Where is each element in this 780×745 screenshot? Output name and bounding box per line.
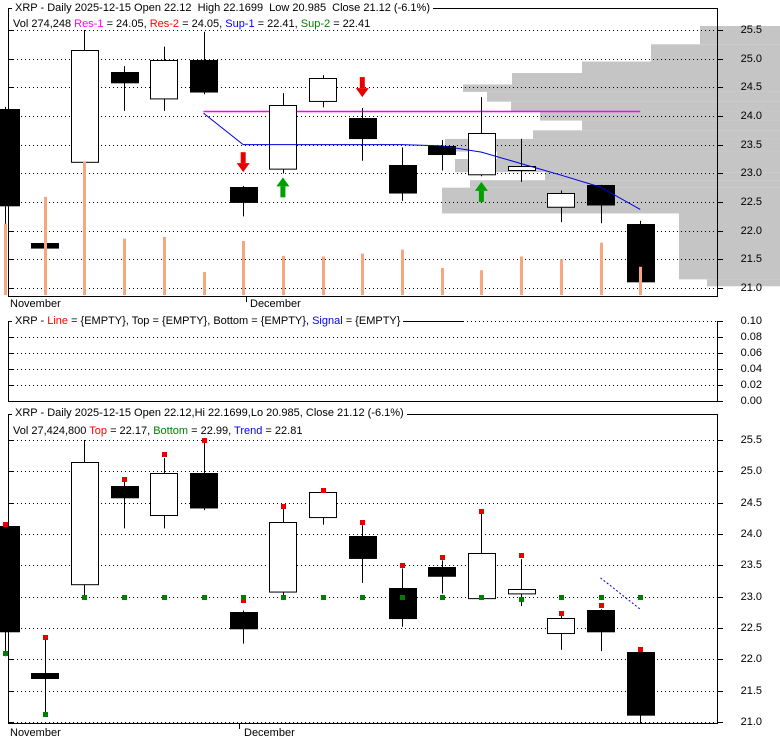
sell-arrow-icon (355, 88, 369, 98)
p3-ylabel-tick-21.0: 21.0 (740, 716, 762, 728)
p3-ylabel-tick-25.5: 25.5 (740, 434, 762, 446)
p2-ylabel-tick-0.06: 0.06 (740, 347, 762, 359)
signal-arrows (236, 77, 488, 202)
p2-ylabel-tick-0.00: 0.00 (740, 395, 762, 407)
panel3-xlabel-november: November (10, 727, 61, 739)
panel3-title: XRP - Daily 2025-12-15 Open 22.12,Hi 22.… (12, 407, 407, 420)
p3-ylabel-tick-22.5: 22.5 (740, 622, 762, 634)
p3-candles (0, 440, 655, 723)
p3-ylabel-tick-25.0: 25.0 (740, 465, 762, 478)
p3-legend-part-0: Vol 27,424,800 (13, 425, 90, 437)
sell-arrow-icon (236, 163, 250, 173)
p3-legend-part-1: Top (89, 425, 108, 437)
p3-legend-part-6: = 22.81 (262, 425, 303, 437)
p1-legend-part-5: Sup-1 (225, 18, 255, 30)
p1-ylabel-tick-22.0: 22.0 (740, 224, 762, 237)
p3-legend-part-4: = 22.99, (188, 425, 235, 437)
p3-ylabel-tick-22.0: 22.0 (740, 653, 762, 666)
panel3-legend: Vol 27,424,800 Top = 22.17, Bottom = 22.… (13, 425, 302, 438)
p1-legend-part-3: Res-2 (149, 18, 180, 30)
top-bottom-dots (3, 438, 643, 717)
p1-ylabel-tick-25.0: 25.0 (740, 52, 762, 65)
p2-title-part-4: = {EMPTY} (342, 315, 401, 327)
p1-ylabel-tick-23.0: 23.0 (740, 167, 762, 180)
p1-legend-part-6: = 22.41, (254, 18, 301, 30)
panel3-xlabel-december: December (244, 727, 295, 739)
panel1-xlabel-november: November (10, 298, 61, 310)
p1-legend-part-2: = 24.05, (103, 18, 150, 30)
p2-ylabel-tick-0.10: 0.10 (740, 315, 762, 327)
ma-line (203, 112, 641, 210)
p1-legend-part-1: Res-1 (74, 18, 104, 30)
p3-legend-part-2: = 22.17, (107, 425, 154, 437)
p1-ylabel-tick-21.5: 21.5 (740, 253, 762, 266)
p2-title-part-0: XRP - (15, 315, 48, 327)
p3-ylabel-tick-21.5: 21.5 (740, 684, 762, 697)
p2-title-part-3: Signal (312, 315, 343, 327)
p1-ylabel-tick-22.5: 22.5 (740, 196, 762, 208)
p2-ylabel-tick-0.02: 0.02 (740, 379, 762, 391)
p1-ylabel-tick-24.0: 24.0 (740, 110, 762, 122)
p3-ylabel-tick-23.0: 23.0 (740, 590, 762, 603)
p1-candles (0, 30, 655, 289)
p3-ylabel-tick-23.5: 23.5 (740, 559, 762, 572)
p2-title-part-1: Line (47, 315, 68, 327)
p1-legend-part-8: = 22.41 (330, 18, 371, 30)
panel1-xlabel-december: December (250, 298, 301, 310)
p2-title-part-2: = {EMPTY}, Top = {EMPTY}, Bottom = {EMPT… (68, 315, 313, 327)
p1-ylabel-tick-24.5: 24.5 (740, 81, 762, 94)
buy-arrow-icon (276, 177, 290, 187)
p1-ylabel-tick-25.5: 25.5 (740, 24, 762, 36)
panel2-title: XRP - Line = {EMPTY}, Top = {EMPTY}, Bot… (12, 315, 404, 328)
p1-ylabel-tick-21.0: 21.0 (740, 282, 762, 294)
p2-ylabel-tick-0.04: 0.04 (740, 363, 762, 375)
panel1-title: XRP - Daily 2025-12-15 Open 22.12 High 2… (12, 2, 433, 15)
p1-legend-part-0: Vol 274,248 (13, 18, 75, 30)
p1-legend-part-7: Sup-2 (300, 18, 331, 30)
p3-ylabel-tick-24.0: 24.0 (740, 528, 762, 540)
buy-arrow-icon (474, 181, 488, 191)
p3-legend-part-5: Trend (234, 425, 263, 437)
trend-segment (600, 577, 641, 610)
panel1-legend: Vol 274,248 Res-1 = 24.05, Res-2 = 24.05… (13, 18, 370, 31)
p2-ylabel-tick-0.08: 0.08 (740, 331, 762, 343)
p1-legend-part-4: = 24.05, (179, 18, 226, 30)
p1-ylabel-tick-23.5: 23.5 (740, 138, 762, 151)
p3-legend-part-3: Bottom (153, 425, 189, 437)
p3-ylabel-tick-24.5: 24.5 (740, 496, 762, 509)
volume-spikes (4, 161, 642, 295)
volume-profile (442, 25, 780, 287)
